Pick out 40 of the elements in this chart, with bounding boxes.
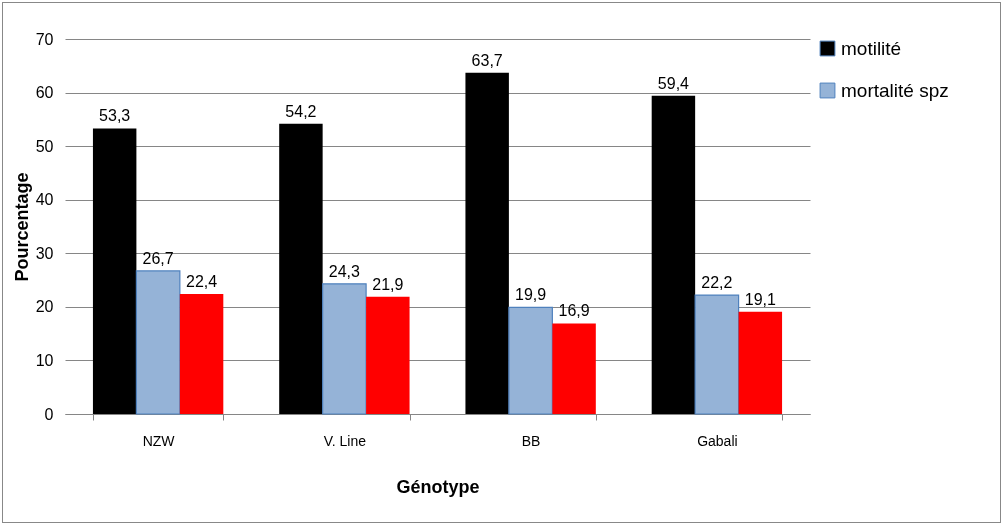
data-label: 26,7 (142, 249, 174, 267)
data-label: 19,9 (515, 286, 547, 304)
data-label: 53,3 (99, 107, 131, 125)
x-tick-label: BB (521, 432, 541, 449)
y-tick-label: 70 (35, 30, 54, 48)
y-tick-label: 50 (35, 137, 54, 155)
y-tick-label: 40 (35, 191, 54, 209)
bar (322, 283, 367, 415)
legend-label: mortalité spz (841, 79, 949, 101)
data-label: 16,9 (558, 302, 590, 320)
y-tick-label: 20 (35, 298, 54, 316)
legend-label: motilité (841, 37, 902, 59)
x-tick-label: NZW (142, 432, 176, 449)
data-label: 59,4 (657, 74, 690, 92)
y-tick-label: 10 (35, 351, 54, 369)
data-label: 24,3 (328, 262, 361, 280)
x-axis-title: Génotype (396, 476, 480, 497)
data-label: 22,2 (701, 274, 733, 292)
bar (552, 323, 596, 414)
data-label: 21,9 (372, 275, 404, 293)
x-tick-label: Gabali (697, 432, 738, 449)
bar (465, 72, 509, 414)
y-tick-label: 30 (35, 244, 54, 262)
bar (279, 123, 323, 414)
data-label: 19,1 (744, 290, 777, 308)
data-label: 54,2 (285, 102, 317, 120)
data-label: 22,4 (186, 273, 218, 290)
data-label: 63,7 (471, 51, 503, 69)
bar (694, 294, 740, 415)
x-tick-label: V. Line (323, 432, 367, 449)
y-tick-label: 0 (44, 405, 54, 423)
bar (738, 311, 783, 414)
bar (179, 294, 224, 414)
bar (135, 270, 181, 415)
y-tick-label: 60 (35, 84, 54, 102)
bar (366, 296, 410, 414)
bar (508, 306, 553, 415)
bar (651, 95, 696, 414)
bar (92, 128, 137, 414)
y-axis-title: Pourcentage (11, 172, 32, 282)
